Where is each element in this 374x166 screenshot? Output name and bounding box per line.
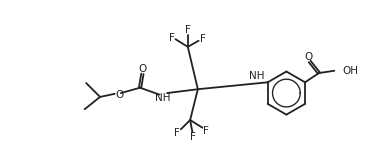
Text: F: F [174, 128, 180, 138]
Text: O: O [115, 90, 123, 100]
Text: F: F [199, 34, 205, 44]
Text: F: F [169, 33, 175, 43]
Text: NH: NH [249, 71, 265, 81]
Text: F: F [190, 132, 195, 142]
Text: F: F [185, 25, 191, 35]
Text: O: O [138, 64, 147, 74]
Text: F: F [203, 126, 209, 136]
Text: NH: NH [156, 93, 171, 103]
Text: O: O [304, 52, 312, 62]
Text: OH: OH [342, 66, 358, 76]
